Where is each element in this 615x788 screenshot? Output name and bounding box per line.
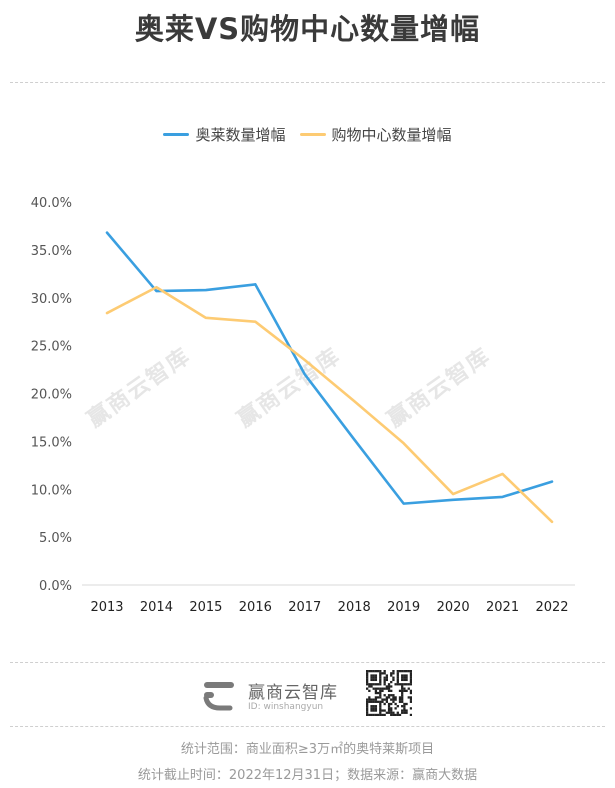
brand-id: ID: winshangyun: [248, 702, 324, 712]
divider: [10, 662, 605, 663]
y-tick-label: 35.0%: [31, 244, 72, 259]
qr-code-icon[interactable]: [366, 670, 412, 716]
legend-swatch-series-2: [299, 133, 326, 136]
legend-label-series-2: 购物中心数量增幅: [331, 126, 452, 144]
y-tick-label: 15.0%: [31, 435, 72, 450]
x-axis: 2013 2014 2015 2016 2017 2018 2019 2020 2021 2022: [82, 584, 575, 615]
x-tick-label: 2014: [140, 600, 173, 615]
x-tick-label: 2018: [338, 600, 371, 615]
x-tick-label: 2022: [535, 600, 568, 615]
series-line-1: [105, 231, 554, 505]
legend-item-series-1: 奥莱数量增幅: [163, 124, 286, 145]
x-tick-label: 2013: [90, 600, 123, 615]
footer-scope: 统计范围：商业面积≥3万㎡的奥特莱斯项目: [180, 742, 435, 757]
y-tick-label: 5.0%: [39, 531, 72, 546]
brand-name: 赢商云智库: [248, 683, 338, 703]
series-line-2: [105, 285, 554, 524]
divider: [10, 82, 605, 83]
legend-item-series-2: 购物中心数量增幅: [299, 124, 452, 145]
x-tick-label: 2021: [486, 600, 519, 615]
y-tick-label: 20.0%: [31, 388, 72, 403]
y-tick-label: 10.0%: [31, 483, 72, 498]
y-axis: 0.0% 5.0% 10.0% 15.0% 20.0% 25.0% 30.0% 35.0% 40…: [31, 196, 72, 594]
x-tick-label: 2015: [189, 600, 222, 615]
legend-swatch-series-1: [163, 133, 190, 136]
legend-label-series-1: 奥莱数量增幅: [195, 126, 286, 144]
chart-title: 奥莱VS购物中心数量增幅: [134, 12, 481, 46]
y-tick-label: 0.0%: [39, 579, 72, 594]
brand-row: 赢商云智库 ID: winshangyun: [0, 668, 615, 724]
y-tick-label: 40.0%: [31, 196, 72, 211]
brand-logo-icon: [203, 682, 234, 711]
y-tick-label: 25.0%: [31, 340, 72, 355]
x-tick-label: 2019: [387, 600, 420, 615]
x-tick-label: 2020: [437, 600, 470, 615]
legend: 奥莱数量增幅 购物中心数量增幅: [0, 124, 615, 145]
y-tick-label: 30.0%: [31, 292, 72, 307]
footer-source: 统计截止时间：2022年12月31日；数据来源：赢商大数据: [137, 768, 478, 783]
series-lines: [105, 231, 554, 524]
divider: [10, 726, 605, 727]
line-chart: 0.0% 5.0% 10.0% 15.0% 20.0% 25.0% 30.0% 35.0% 40…: [31, 196, 575, 615]
x-tick-label: 2016: [239, 600, 272, 615]
x-tick-label: 2017: [288, 600, 321, 615]
